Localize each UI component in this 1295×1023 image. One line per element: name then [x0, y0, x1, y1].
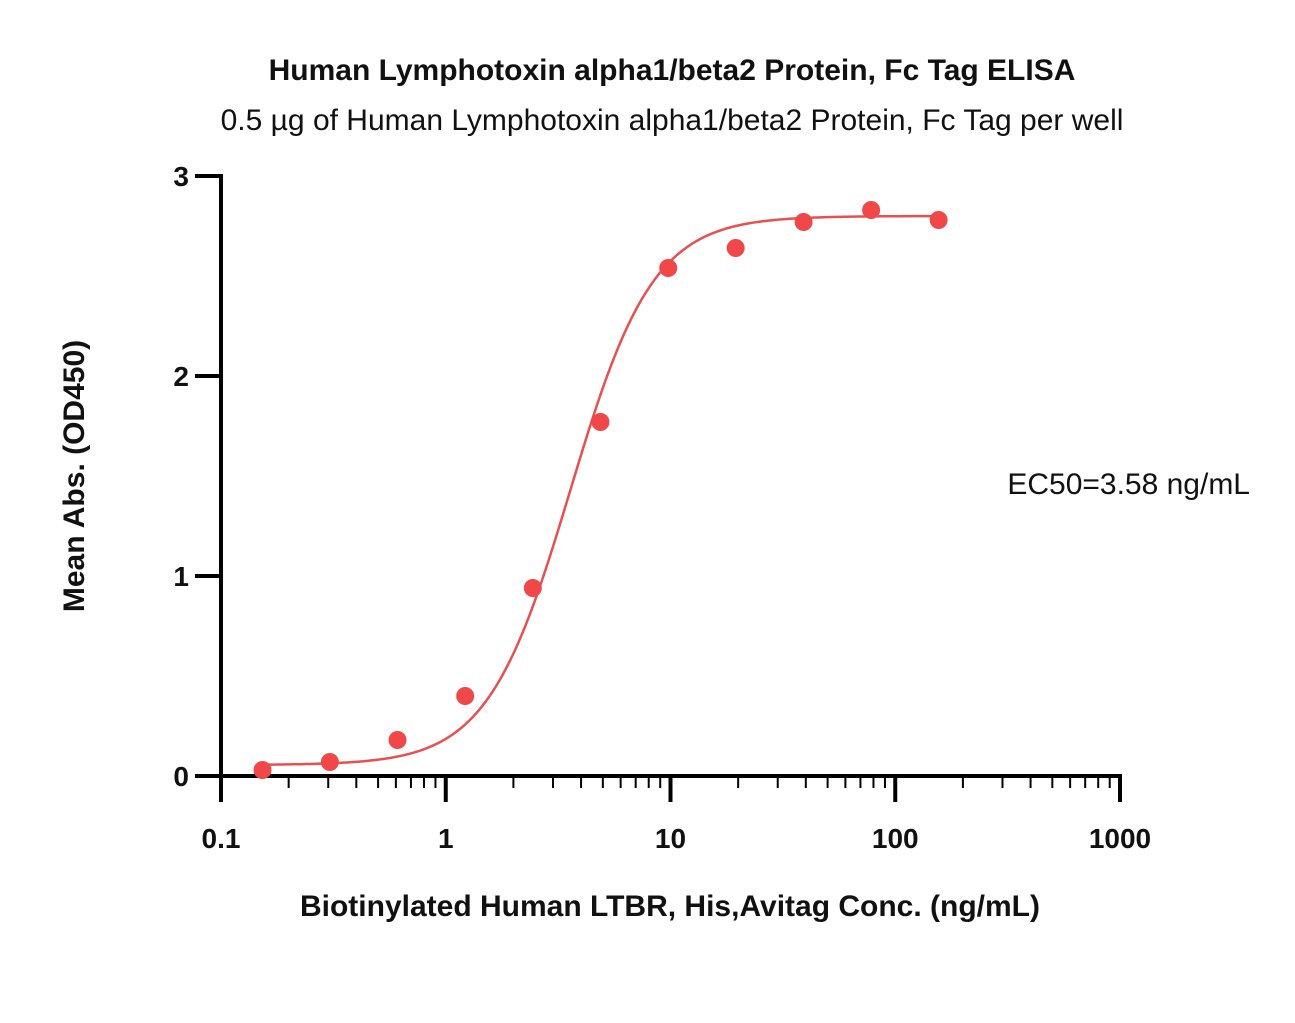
data-point — [726, 239, 745, 257]
data-point — [929, 211, 948, 229]
y-tick-label: 0 — [173, 761, 189, 792]
data-point — [591, 413, 610, 431]
data-point — [456, 687, 475, 705]
data-point — [523, 579, 542, 597]
fit-curve — [262, 214, 939, 766]
x-ticks: 0.1 1 10 100 1000 — [202, 776, 1151, 854]
y-tick-label: 2 — [173, 361, 189, 392]
data-point — [320, 753, 339, 771]
data-point — [862, 201, 881, 219]
x-tick-label: 100 — [872, 823, 919, 854]
x-tick-label: 1 — [438, 823, 454, 854]
ec50-annotation: EC50=3.58 ng/mL — [1007, 468, 1250, 501]
x-tick-label: 0.1 — [202, 823, 241, 854]
data-point — [253, 761, 272, 779]
y-ticks: 0 1 2 3 — [173, 161, 221, 792]
y-axis-label: Mean Abs. (OD450) — [58, 340, 91, 612]
y-tick-label: 3 — [173, 161, 189, 192]
x-tick-label: 10 — [655, 823, 686, 854]
x-tick-label: 1000 — [1089, 823, 1151, 854]
chart-subtitle: 0.5 µg of Human Lymphotoxin alpha1/beta2… — [221, 104, 1124, 137]
data-points — [253, 201, 948, 779]
x-axis-label: Biotinylated Human LTBR, His,Avitag Conc… — [300, 890, 1040, 923]
data-point — [794, 213, 813, 231]
chart-title: Human Lymphotoxin alpha1/beta2 Protein, … — [269, 54, 1076, 87]
data-point — [388, 731, 407, 749]
y-tick-label: 1 — [173, 561, 189, 592]
data-point — [659, 259, 678, 277]
